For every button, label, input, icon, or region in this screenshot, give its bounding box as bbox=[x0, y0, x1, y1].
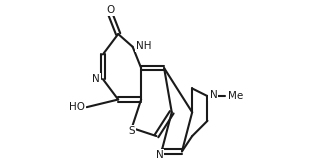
Text: S: S bbox=[128, 126, 135, 136]
Text: HO: HO bbox=[69, 102, 85, 112]
Text: N: N bbox=[156, 150, 163, 160]
Text: O: O bbox=[106, 5, 114, 15]
Text: N: N bbox=[92, 74, 100, 84]
Text: Me: Me bbox=[228, 91, 243, 101]
Text: N: N bbox=[210, 90, 217, 100]
Text: NH: NH bbox=[136, 41, 152, 51]
